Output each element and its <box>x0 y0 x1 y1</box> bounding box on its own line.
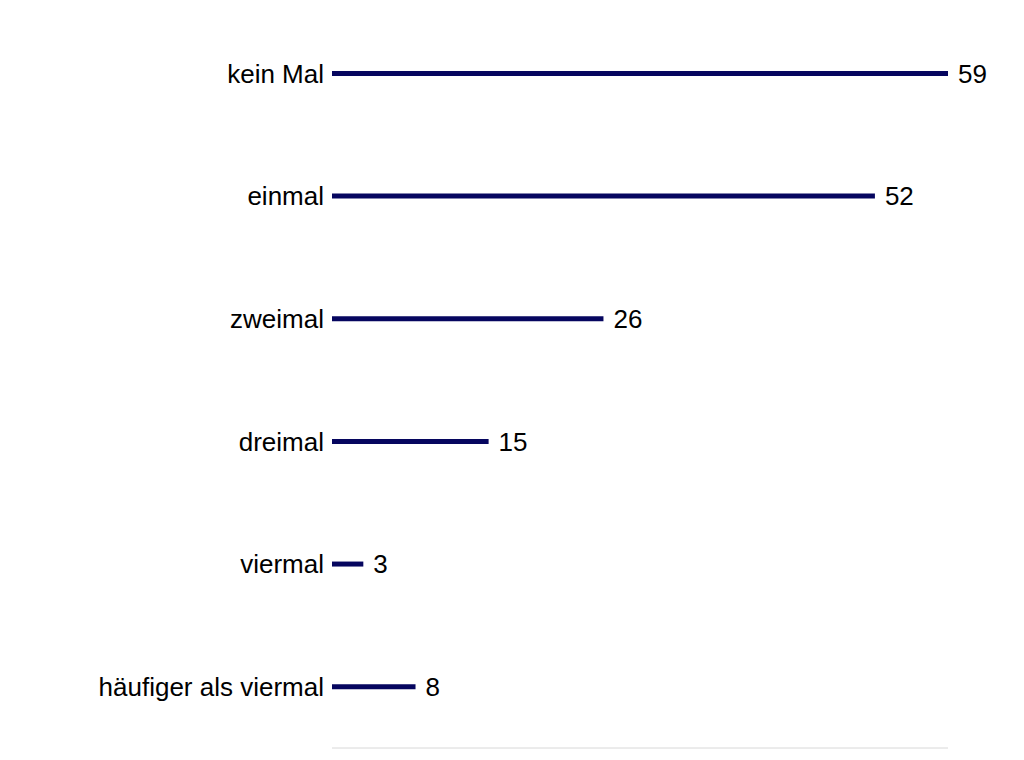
svg-text:zweimal: zweimal <box>230 304 324 334</box>
svg-text:26: 26 <box>613 304 642 334</box>
svg-text:59: 59 <box>958 59 987 89</box>
svg-text:52: 52 <box>885 181 914 211</box>
svg-text:15: 15 <box>499 427 528 457</box>
svg-text:3: 3 <box>373 549 387 579</box>
svg-text:häufiger als viermal: häufiger als viermal <box>99 672 324 702</box>
svg-text:einmal: einmal <box>247 181 324 211</box>
svg-text:viermal: viermal <box>240 549 324 579</box>
svg-text:8: 8 <box>426 672 440 702</box>
svg-text:kein Mal: kein Mal <box>227 59 324 89</box>
svg-text:dreimal: dreimal <box>239 427 324 457</box>
